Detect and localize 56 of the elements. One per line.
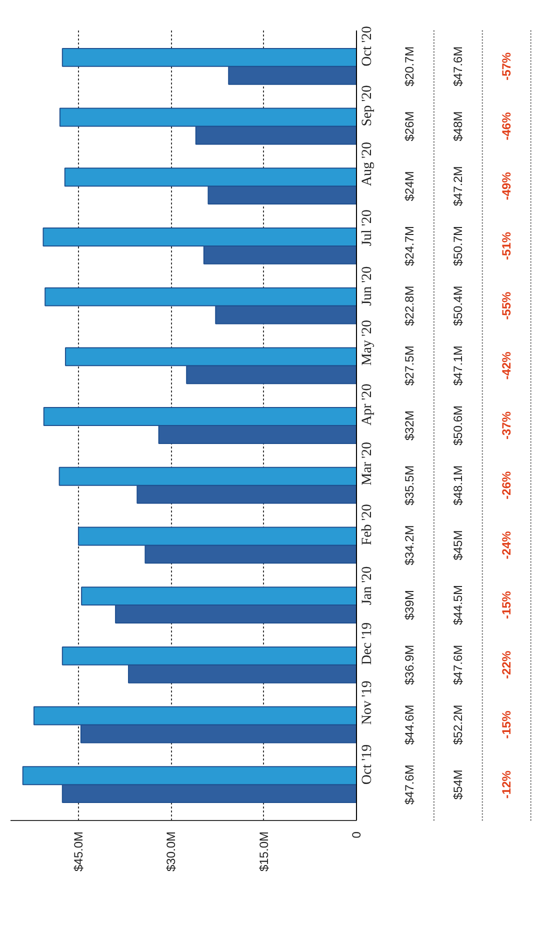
y-tick-label: Jul '20 xyxy=(360,210,375,246)
y-tick-label: Feb '20 xyxy=(360,504,375,546)
text: -24% xyxy=(500,530,514,560)
text: -22% xyxy=(500,650,514,679)
data-label: $47.2M xyxy=(451,166,466,206)
data-label: $54M xyxy=(451,770,466,800)
y-tick-label: Oct '19 xyxy=(360,744,375,785)
y-tick-label: Dec '19 xyxy=(360,622,375,665)
data-label: $44.6M xyxy=(402,704,417,745)
y-tick-label: Apr '20 xyxy=(360,384,375,426)
text: -57% xyxy=(500,52,514,80)
y-tick-label: Jun '20 xyxy=(360,266,375,306)
text: -15% xyxy=(500,710,514,739)
data-label: $26M xyxy=(402,111,417,142)
y-tick-label: Sep '20 xyxy=(360,85,375,126)
data-label: $34.2M xyxy=(402,525,417,566)
data-label: $47.6M xyxy=(402,764,417,805)
data-label: $47.6M xyxy=(451,46,466,86)
y-tick-label: Mar '20 xyxy=(360,442,375,486)
data-label: $48M xyxy=(451,111,466,142)
y-tick-label: Nov '19 xyxy=(360,680,375,725)
text: -42% xyxy=(500,351,514,380)
y-tick-label: Jan '20 xyxy=(360,566,375,606)
data-label: $22.8M xyxy=(402,286,417,326)
x-tick-label: $45.0M xyxy=(71,831,86,872)
text: -51% xyxy=(500,232,514,260)
x-tick-label: 0 xyxy=(350,831,364,838)
data-label: $50.6M xyxy=(451,405,466,446)
data-label: $32M xyxy=(402,410,417,441)
text: -46% xyxy=(500,112,514,140)
data-label: $24.7M xyxy=(402,226,417,266)
y-tick-label: Oct '20 xyxy=(360,26,375,66)
data-label: $36.9M xyxy=(402,644,417,685)
data-label: $45M xyxy=(451,530,466,560)
data-label: $48.1M xyxy=(451,465,466,506)
text: -37% xyxy=(500,411,514,440)
data-label: $52.2M xyxy=(451,704,466,745)
data-label: $44.5M xyxy=(451,585,466,626)
data-label: $35.5M xyxy=(402,465,417,506)
data-label: $50.4M xyxy=(451,286,466,326)
text: -55% xyxy=(500,291,514,320)
text: -26% xyxy=(500,471,514,500)
x-tick-label: $15.0M xyxy=(256,831,271,872)
y-tick-label: May '20 xyxy=(360,320,375,366)
data-label: $27.5M xyxy=(402,346,417,386)
text: -15% xyxy=(500,590,514,620)
data-label: $47.1M xyxy=(451,346,466,386)
data-label: $39M xyxy=(402,590,417,620)
data-label: $24M xyxy=(402,171,417,202)
data-label: $47.6M xyxy=(451,644,466,685)
x-tick-label: $30.0M xyxy=(164,831,178,872)
data-label: $20.7M xyxy=(402,46,417,86)
data-label: $50.7M xyxy=(451,226,466,266)
text: -49% xyxy=(500,172,514,200)
y-tick-label: Aug '20 xyxy=(360,142,375,186)
text: -12% xyxy=(500,770,514,799)
